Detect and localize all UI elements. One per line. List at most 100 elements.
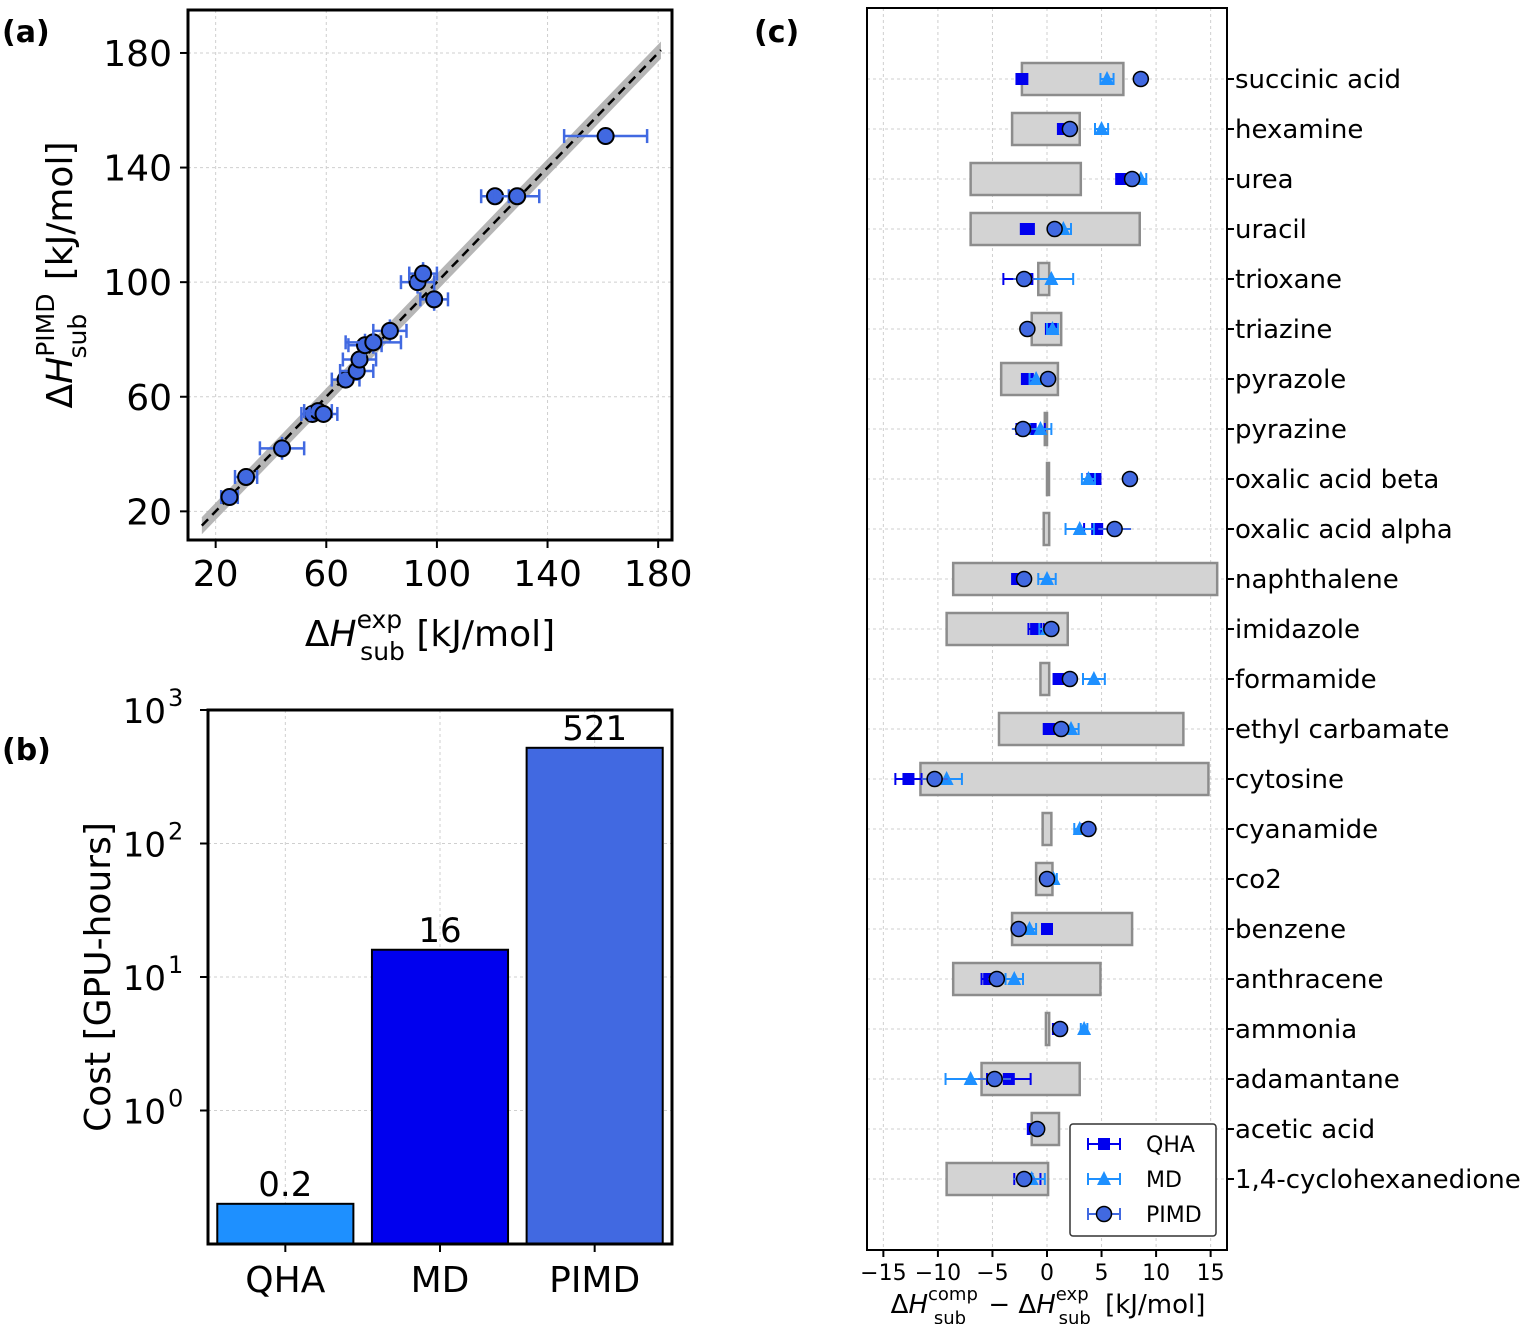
panel-c-xlabel: ΔHcomp sub − ΔHexp sub [kJ/mol] xyxy=(891,1284,1206,1324)
panel-a-point xyxy=(273,439,292,458)
panel-c-molecule-label: pyrazole xyxy=(1235,365,1346,395)
panel-b-ytick-exponent: 3 xyxy=(168,684,183,712)
panel-c-molecule-label: formamide xyxy=(1235,665,1377,695)
panel-a-diagonal xyxy=(200,41,662,535)
panel-c-ticks: −15 −10 −5 0 5 10 15 succinic acid hexamine urea u… xyxy=(860,65,1521,1286)
panel-b-bar-value: 16 xyxy=(418,911,461,951)
panel-a-point xyxy=(237,467,256,486)
panel-c-pimd-marker xyxy=(1046,220,1063,238)
panel-c-md-marker xyxy=(1007,971,1022,985)
panel-b-ytick-label: 10 xyxy=(123,1093,166,1133)
panel-c-molecule-label: benzene xyxy=(1235,915,1346,945)
panel-c-xtick-label: −5 xyxy=(976,1261,1008,1286)
panel-c-molecule-label: 1,4-cyclohexanedione xyxy=(1235,1165,1521,1195)
panel-c-molecule-label: anthracene xyxy=(1235,965,1383,995)
panel-c-box xyxy=(997,711,1185,747)
panel-c-molecule-label: acetic acid xyxy=(1235,1115,1375,1145)
panel-c-molecule-label: pyrazine xyxy=(1235,415,1347,445)
panel-c-molecule-label: oxalic acid beta xyxy=(1235,465,1439,495)
panel-a-scatter: 20 20 60 60 100 100 140 140 180 180 ΔHexp sub [kJ/… xyxy=(31,8,693,666)
panel-c-label: (c) xyxy=(754,15,799,50)
panel-c-pimd-marker xyxy=(1106,520,1123,538)
panel-c-pimd-marker xyxy=(988,970,1006,988)
panel-c-legend-pimd-marker xyxy=(1095,1205,1113,1223)
panel-a-point xyxy=(508,187,527,206)
panel-c-pimd-marker xyxy=(1019,320,1036,338)
panel-a-xlabel: ΔHexp sub [kJ/mol] xyxy=(305,605,555,666)
panel-a-xtick-label: 140 xyxy=(513,554,582,595)
panel-c-molecule-label: naphthalene xyxy=(1235,565,1399,595)
panel-a-point xyxy=(314,404,333,423)
panel-c-md-marker xyxy=(1077,1021,1092,1035)
panel-c-pimd-marker xyxy=(1061,670,1079,688)
panel-c-molecule-label: uracil xyxy=(1235,215,1307,245)
panel-a-points xyxy=(219,127,649,507)
panel-b-ytick-exponent: 2 xyxy=(168,818,183,846)
panel-c-box xyxy=(945,611,1069,647)
panel-c-qha-marker xyxy=(1015,73,1028,85)
panel-a-ytick-label: 140 xyxy=(103,149,172,190)
panel-b-bar xyxy=(525,746,664,1246)
panel-a-point xyxy=(220,488,239,507)
panel-c-box xyxy=(969,161,1083,197)
panel-b-ytick-exponent: 1 xyxy=(168,951,183,979)
panel-a-xtick-label: 20 xyxy=(193,554,239,595)
panel-c-molecule-label: oxalic acid alpha xyxy=(1235,515,1453,545)
panel-c-md-marker xyxy=(1045,321,1060,335)
panel-b-bars: 0.2 16 521 xyxy=(216,709,664,1246)
panel-c-xtick-label: 5 xyxy=(1095,1261,1109,1286)
panel-c-molecule-label: triazine xyxy=(1235,315,1332,345)
panel-c-md-marker xyxy=(1044,271,1059,285)
panel-a-point xyxy=(425,290,444,309)
panel-b-bar-value: 521 xyxy=(562,709,627,749)
panel-a-grid xyxy=(188,10,672,540)
panel-c-box xyxy=(1041,811,1053,847)
panel-c-pimd-marker xyxy=(1132,70,1150,88)
panel-c-qha-marker xyxy=(902,773,915,785)
panel-b-bar xyxy=(370,948,510,1246)
panel-a-xtick-label: 100 xyxy=(403,554,472,595)
panel-c-md-marker xyxy=(1029,371,1044,385)
panel-c-box xyxy=(951,561,1219,597)
panel-c-md-marker xyxy=(1100,71,1114,85)
panel-c-molecule-label: trioxane xyxy=(1235,265,1342,295)
panel-b-xtick-label: QHA xyxy=(245,1260,325,1301)
panel-c-pimd-marker xyxy=(1052,720,1070,738)
panel-a-point xyxy=(596,127,615,146)
panel-c-pimd-marker xyxy=(986,1070,1003,1088)
panel-c-pimd-marker xyxy=(1051,1020,1069,1038)
panel-c-legend-label: MD xyxy=(1146,1168,1182,1193)
panel-c-pimd-marker xyxy=(1038,870,1056,888)
panel-a-xtick-label: 180 xyxy=(624,554,693,595)
panel-a-point xyxy=(414,264,433,283)
panel-b-bar xyxy=(216,1202,355,1246)
panel-b-ytick-label: 10 xyxy=(123,826,166,866)
panel-c-xtick-label: −15 xyxy=(860,1261,906,1286)
panel-a-point xyxy=(380,321,399,340)
panel-c-deviation-plot: −15 −10 −5 0 5 10 15 succinic acid hexamine urea u… xyxy=(860,7,1521,1324)
panel-b-xtick-label: PIMD xyxy=(549,1260,640,1301)
panel-c-pimd-marker xyxy=(1039,370,1057,388)
panel-c-pimd-marker xyxy=(1043,620,1060,638)
panel-a-ytick-label: 180 xyxy=(103,34,172,75)
panel-b-label: (b) xyxy=(2,733,51,768)
panel-c-md-marker xyxy=(1072,521,1087,535)
panel-c-legend-label: PIMD xyxy=(1146,1203,1202,1228)
panel-c-pimd-marker xyxy=(926,770,943,788)
panel-c-molecule-label: ethyl carbamate xyxy=(1235,715,1449,745)
panel-c-molecule-label: urea xyxy=(1235,165,1294,195)
panel-b-ytick-label: 10 xyxy=(123,692,166,732)
panel-c-md-marker xyxy=(963,1071,978,1085)
panel-c-pimd-marker xyxy=(1080,820,1097,838)
panel-c-pimd-marker xyxy=(1015,270,1033,288)
panel-c-xtick-label: 0 xyxy=(1040,1261,1054,1286)
panel-c-pimd-marker xyxy=(1014,420,1032,438)
panel-c-xtick-label: 15 xyxy=(1197,1261,1225,1286)
panel-a-frame xyxy=(186,8,674,542)
panel-c-molecule-label: succinic acid xyxy=(1235,65,1401,95)
panel-b-xtick-label: MD xyxy=(411,1260,470,1301)
panel-c-md-marker xyxy=(1081,471,1096,485)
